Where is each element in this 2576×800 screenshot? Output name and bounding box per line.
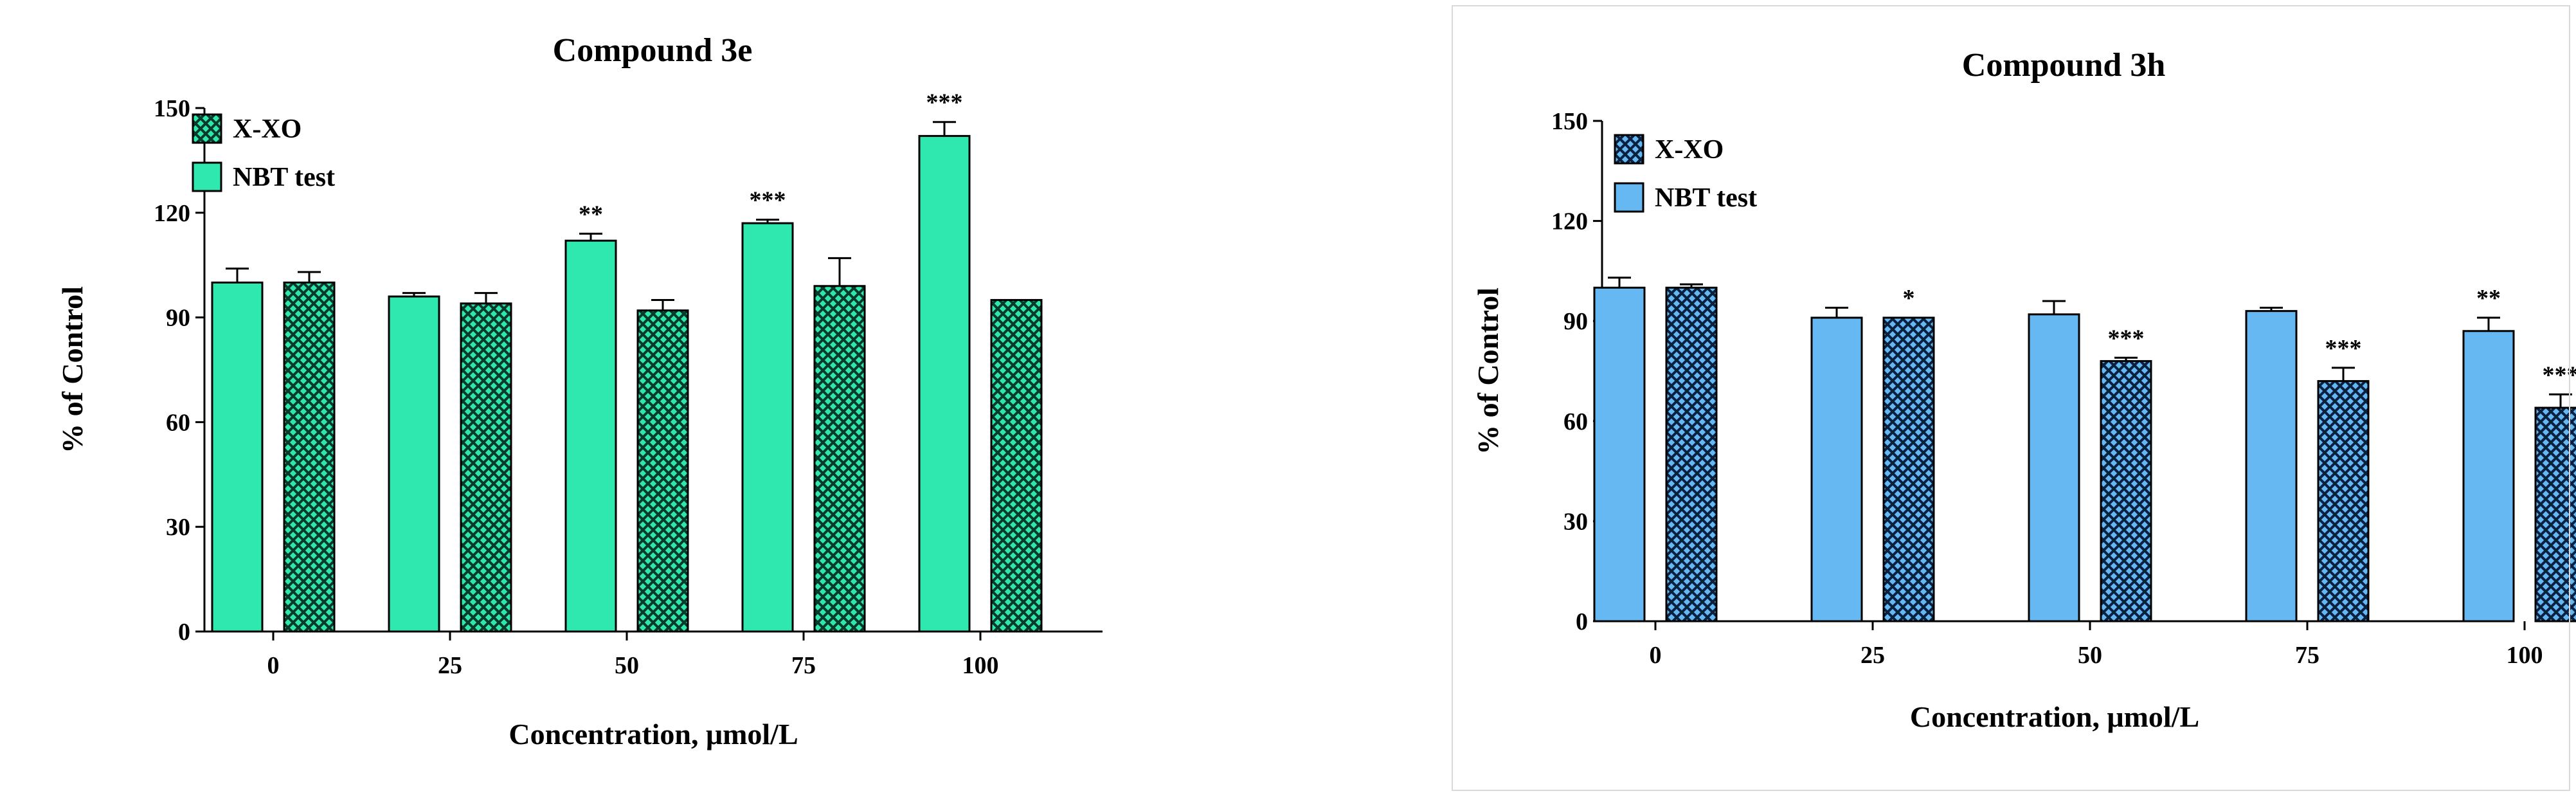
bar-nbt-test — [389, 296, 439, 632]
chart-title: Compound 3e — [553, 32, 753, 69]
y-tick-label: 60 — [166, 409, 190, 436]
y-axis-title: % of Control — [56, 286, 89, 453]
bar-x-xo — [461, 304, 511, 632]
y-tick-label: 30 — [166, 514, 190, 541]
bar-nbt-test — [743, 223, 793, 632]
legend-swatch-nbt-test — [193, 163, 221, 191]
bar-x-xo — [991, 300, 1041, 632]
chart-compound-3e: Compound 3e 0 30 60 90 120 150 % of Control Conc… — [56, 32, 1103, 750]
panel-border-right — [1452, 5, 2570, 791]
y-tick-label: 150 — [154, 95, 190, 122]
legend-label: NBT test — [233, 163, 335, 192]
bar-x-xo — [815, 286, 865, 632]
legend-swatch-x-xo — [193, 114, 221, 143]
significance-label: *** — [750, 187, 786, 214]
bar-nbt-test — [919, 136, 969, 632]
x-tick-label: 75 — [791, 652, 816, 679]
significance-label: *** — [926, 89, 963, 116]
bar-nbt-test — [566, 241, 616, 632]
y-tick-label: 90 — [166, 305, 190, 332]
x-axis-title: Concentration, μmol/L — [509, 718, 798, 750]
y-tick-label: 0 — [178, 619, 190, 646]
x-tick-label: 25 — [438, 652, 462, 679]
x-tick-label: 50 — [615, 652, 639, 679]
y-tick-label: 120 — [154, 200, 190, 227]
significance-label: ** — [579, 201, 603, 228]
bar-x-xo — [638, 311, 688, 632]
x-tick-label: 0 — [267, 652, 280, 679]
x-tick-label: 100 — [962, 652, 999, 679]
bar-nbt-test — [212, 282, 262, 632]
bar-x-xo — [284, 282, 334, 632]
legend-label: X-XO — [233, 114, 302, 144]
